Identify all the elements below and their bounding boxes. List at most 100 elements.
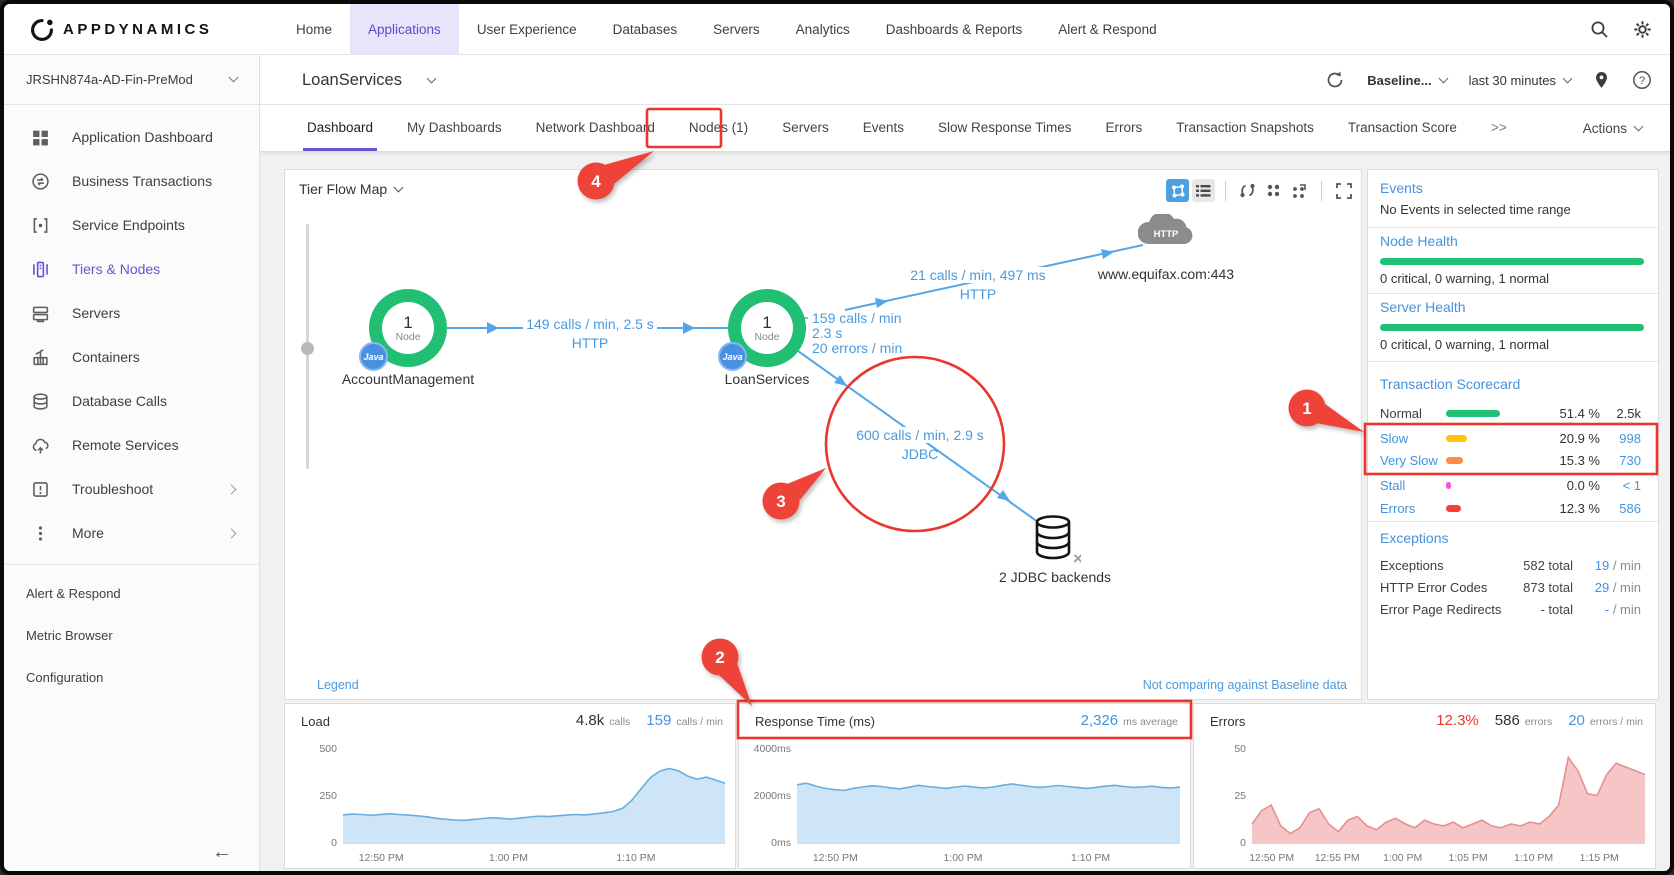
actions-dropdown[interactable]: Actions (1583, 105, 1644, 151)
topnav-item-servers[interactable]: Servers (713, 22, 760, 37)
application-title-dropdown[interactable]: LoanServices (302, 55, 437, 105)
time-range-label: last 30 minutes (1468, 72, 1556, 88)
tier-node-accountmanagement[interactable]: 1 Node Java AccountManagement (342, 289, 474, 387)
remote-service-name[interactable]: www.equifax.com:443 (1097, 266, 1235, 282)
brand-text: APPDYNAMICS (63, 21, 213, 38)
location-pin-icon[interactable] (1593, 70, 1610, 90)
scorecard-percent: 20.9 % (1559, 431, 1600, 446)
group-dots-icon[interactable] (1262, 179, 1285, 202)
sidebar-item-service-endpoints[interactable]: Service Endpoints (4, 203, 259, 247)
tab-events[interactable]: Events (862, 120, 904, 135)
tab-nodes-1-[interactable]: Nodes (1) (688, 120, 749, 135)
scorecard-label[interactable]: Stall (1380, 478, 1406, 493)
http-cloud-icon[interactable]: HTTP (1138, 214, 1194, 250)
transaction-scorecard-link[interactable]: Transaction Scorecard (1380, 376, 1521, 392)
troubleshoot-icon (33, 481, 48, 497)
chart-card-response-time-ms-: Response Time (ms) 2,326 ms average 4000ms 2… (738, 703, 1191, 869)
tab-transaction-score[interactable]: Transaction Score (1347, 120, 1457, 135)
sidebar-item-application-dashboard[interactable]: Application Dashboard (4, 115, 259, 159)
sidebar-item-metric-browser[interactable]: Metric Browser (26, 627, 113, 643)
gear-icon[interactable] (1633, 20, 1652, 39)
scorecard-count[interactable]: < 1 (1622, 478, 1641, 493)
sidebar-item-business-transactions[interactable]: Business Transactions (4, 159, 259, 203)
database-icon (33, 392, 48, 410)
tier-name[interactable]: LoanServices (724, 371, 810, 387)
tab-slow-response-times[interactable]: Slow Response Times (937, 120, 1072, 135)
edge-label-loan-to-equifax[interactable]: 21 calls / min, 497 ms HTTP (888, 266, 1068, 304)
tab--[interactable]: >> (1490, 120, 1507, 135)
tab-errors[interactable]: Errors (1105, 120, 1143, 135)
zoom-slider-handle[interactable] (301, 342, 314, 355)
sidebar-item-troubleshoot[interactable]: Troubleshoot (4, 467, 259, 511)
sidebar-item-configuration[interactable]: Configuration (26, 669, 104, 685)
jdbc-database-icon[interactable]: × (1033, 514, 1081, 566)
scorecard-label[interactable]: Errors (1380, 501, 1416, 516)
tier-name[interactable]: AccountManagement (341, 371, 475, 387)
page-title: LoanServices (302, 70, 402, 89)
topnav-items: Home Applications User Experience Databases… (278, 4, 1175, 55)
svg-text:1:10 PM: 1:10 PM (616, 852, 655, 864)
sidebar-item-database-calls[interactable]: Database Calls (4, 379, 259, 423)
edge-label-acct-to-loan[interactable]: 149 calls / min, 2.5 s HTTP (500, 315, 680, 353)
tab-network-dashboard[interactable]: Network Dashboard (535, 120, 655, 135)
topnav-item-analytics[interactable]: Analytics (795, 22, 850, 37)
application-selector[interactable]: JRSHN874a-AD-Fin-PreMod (4, 55, 259, 105)
baseline-label: Baseline... (1367, 72, 1432, 88)
search-icon[interactable] (1590, 20, 1609, 39)
backend-name[interactable]: 2 JDBC backends (998, 569, 1112, 585)
legend-link[interactable]: Legend (317, 678, 359, 692)
java-badge-icon: Java (359, 342, 388, 371)
sidebar-item-more[interactable]: More (4, 511, 259, 555)
tier-node-loanservices[interactable]: 1 Node Java LoanServices (718, 289, 809, 387)
fullscreen-icon[interactable] (1332, 179, 1355, 202)
node-health-link[interactable]: Node Health (1380, 233, 1458, 249)
topnav-item-alert-respond[interactable]: Alert & Respond (1058, 22, 1157, 37)
scorecard-count[interactable]: 730 (1619, 453, 1641, 468)
flow-map-type-dropdown[interactable]: Tier Flow Map (299, 181, 404, 197)
server-health-link[interactable]: Server Health (1380, 299, 1466, 315)
sidebar-item-servers[interactable]: Servers (4, 291, 259, 335)
list-view-icon[interactable] (1192, 179, 1215, 202)
topnav-item-databases[interactable]: Databases (612, 22, 678, 37)
flow-view-icon[interactable] (1166, 179, 1189, 202)
scorecard-row-slow: Slow 20.9 % 998 (1368, 431, 1658, 447)
time-range-dropdown[interactable]: last 30 minutes (1468, 72, 1573, 88)
sidebar: JRSHN874a-AD-Fin-PreMod Application Dash… (4, 55, 260, 871)
tab-servers[interactable]: Servers (782, 120, 829, 135)
sidebar-item-tiers-nodes[interactable]: Tiers & Nodes (4, 247, 259, 291)
scorecard-bar (1446, 410, 1500, 417)
expand-layout-icon[interactable] (1288, 179, 1311, 202)
help-icon[interactable]: ? (1632, 70, 1652, 90)
sidebar-divider (4, 564, 259, 565)
scorecard-row-stall: Stall 0.0 % < 1 (1368, 478, 1658, 494)
sidebar-item-alert-respond[interactable]: Alert & Respond (26, 585, 121, 601)
sidebar-item-remote-services[interactable]: Remote Services (4, 423, 259, 467)
topnav-item-user-experience[interactable]: User Experience (476, 22, 577, 37)
sidebar-item-containers[interactable]: Containers (4, 335, 259, 379)
scorecard-label[interactable]: Very Slow (1380, 453, 1438, 468)
topnav-item-dashboards-reports[interactable]: Dashboards & Reports (885, 22, 1023, 37)
svg-text:500: 500 (319, 743, 337, 755)
scorecard-count[interactable]: 586 (1619, 501, 1641, 516)
tab-transaction-snapshots[interactable]: Transaction Snapshots (1176, 120, 1314, 135)
exceptions-link[interactable]: Exceptions (1380, 530, 1449, 546)
scorecard-label[interactable]: Slow (1380, 431, 1409, 446)
relayout-icon[interactable] (1236, 179, 1259, 202)
baseline-dropdown[interactable]: Baseline... (1367, 72, 1449, 88)
svg-text:1:10 PM: 1:10 PM (1514, 852, 1553, 864)
flow-map-edges (447, 244, 1144, 523)
edge-label-loan-to-jdbc[interactable]: 600 calls / min, 2.9 s JDBC (830, 426, 1010, 464)
topnav-item-applications[interactable]: Applications (350, 4, 459, 55)
events-link[interactable]: Events (1380, 180, 1423, 196)
tab-my-dashboards[interactable]: My Dashboards (407, 120, 502, 135)
node-count: 1 (403, 312, 413, 332)
scorecard-count[interactable]: 998 (1619, 431, 1641, 446)
endpoints-icon (33, 217, 48, 233)
scorecard-row-normal: Normal 51.4 % 2.5k (1368, 406, 1658, 422)
collapse-sidebar-arrow-icon[interactable]: ← (212, 841, 232, 863)
topnav-item-home[interactable]: Home (296, 22, 333, 37)
zoom-slider[interactable] (301, 224, 314, 469)
refresh-icon[interactable] (1325, 70, 1345, 90)
exceptions-row-http-error-codes: HTTP Error Codes 873 total 29 / min (1380, 580, 1641, 595)
tab-dashboard[interactable]: Dashboard (290, 105, 390, 151)
